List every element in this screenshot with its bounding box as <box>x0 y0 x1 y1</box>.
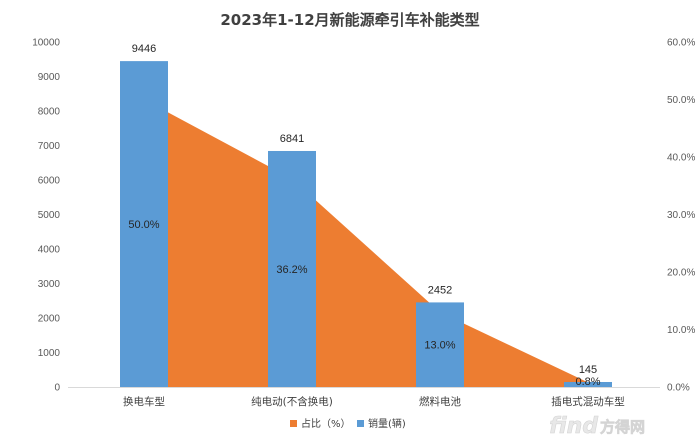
bar-3 <box>416 302 464 387</box>
bar-value-label: 2452 <box>428 284 452 296</box>
left-tick-label: 4000 <box>38 245 61 256</box>
left-tick-label: 8000 <box>38 107 61 118</box>
legend-swatch-percent <box>290 420 297 427</box>
left-tick-label: 10000 <box>32 38 60 49</box>
right-tick-label: 60.0% <box>667 38 695 49</box>
left-tick-label: 0 <box>54 383 60 394</box>
percent-area <box>144 99 588 387</box>
percent-label: 36.2% <box>276 264 307 276</box>
bar-value-label: 145 <box>579 364 597 376</box>
left-tick-label: 5000 <box>38 210 61 221</box>
left-tick-label: 1000 <box>38 348 61 359</box>
bar-4 <box>564 381 612 387</box>
category-label: 插电式混动车型 <box>551 395 625 408</box>
right-tick-label: 0.0% <box>667 383 690 394</box>
watermark-suffix: 方得网 <box>600 418 645 436</box>
category-label: 换电车型 <box>123 395 165 408</box>
right-tick-label: 50.0% <box>667 95 695 106</box>
value-labels: 9446 6841 2452 145 <box>132 43 597 376</box>
bar-value-label: 6841 <box>280 133 304 145</box>
legend-label-percent: 占比（%） <box>301 417 351 430</box>
right-tick-label: 40.0% <box>667 153 695 164</box>
percent-labels: 50.0% 36.2% 13.0% 0.8% <box>128 219 600 388</box>
percent-label: 50.0% <box>128 219 159 231</box>
left-tick-label: 7000 <box>38 141 61 152</box>
chart-title: 2023年1-12月新能源牵引车补能类型 <box>220 11 479 29</box>
left-tick-label: 9000 <box>38 72 61 83</box>
watermark-logo: find 方得网 <box>549 414 645 439</box>
category-label: 燃料电池 <box>419 395 461 408</box>
left-tick-label: 6000 <box>38 176 61 187</box>
bar-1 <box>120 61 168 387</box>
left-tick-label: 2000 <box>38 314 61 325</box>
legend: 占比（%） 销量(辆) <box>290 417 406 430</box>
right-tick-label: 10.0% <box>667 325 695 336</box>
right-tick-label: 30.0% <box>667 210 695 221</box>
bar-layer <box>120 61 612 387</box>
category-labels: 换电车型 纯电动(不含换电) 燃料电池 插电式混动车型 <box>123 395 625 408</box>
category-label: 纯电动(不含换电) <box>251 395 333 408</box>
left-tick-label: 3000 <box>38 279 61 290</box>
percent-area-layer <box>144 99 588 387</box>
percent-label: 0.8% <box>575 376 600 388</box>
right-axis-ticks: 0.0% 10.0% 20.0% 30.0% 40.0% 50.0% 60.0% <box>667 38 695 394</box>
legend-label-sales: 销量(辆) <box>368 417 406 430</box>
left-axis-ticks: 0 1000 2000 3000 4000 5000 6000 7000 8000 9000 100… <box>32 38 60 394</box>
bar-value-label: 9446 <box>132 43 156 55</box>
right-tick-label: 20.0% <box>667 268 695 279</box>
legend-swatch-sales <box>357 420 364 427</box>
bar-2 <box>268 150 316 387</box>
watermark-brand: find <box>549 414 598 439</box>
percent-label: 13.0% <box>424 340 455 352</box>
